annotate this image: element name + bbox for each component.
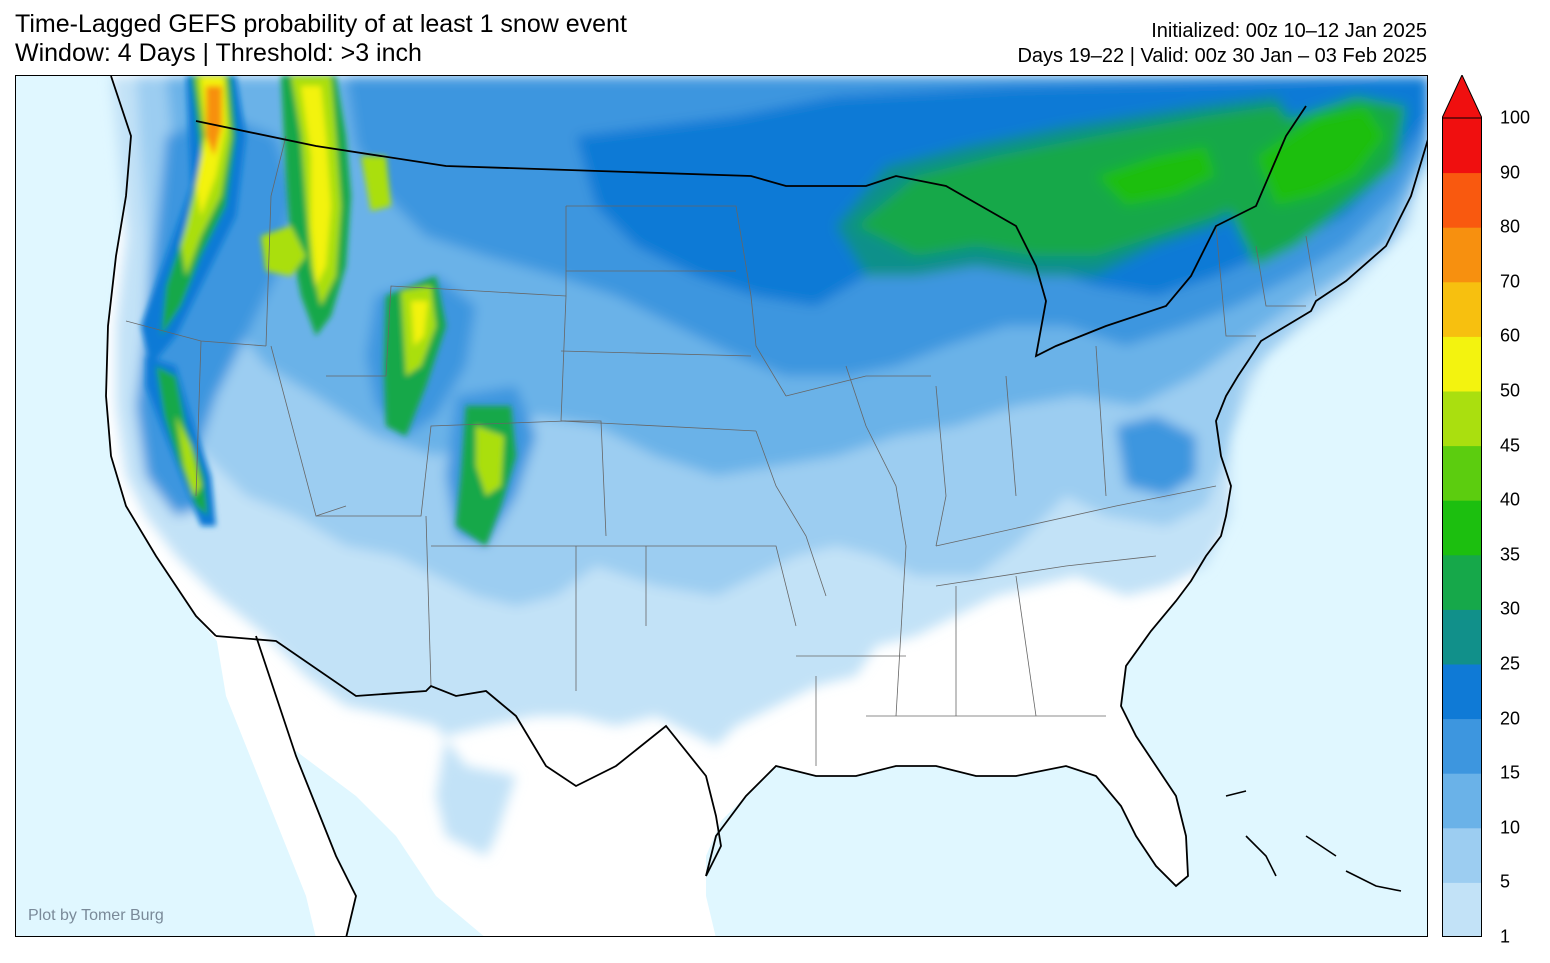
colorbar-tick-label: 25 [1500,653,1521,674]
colorbar-tick-label: 80 [1500,216,1521,237]
colorbar-tick-label: 5 [1500,871,1511,892]
colorbar-segment [1442,172,1482,228]
title-line-1: Time-Lagged GEFS probability of at least… [15,10,627,38]
colorbar-tick-label: 40 [1500,489,1521,510]
colorbar-tick-label: 10 [1500,817,1521,838]
colorbar-tick-label: 70 [1500,271,1521,292]
plot-credit: Plot by Tomer Burg [28,907,164,924]
colorbar-tick-label: 60 [1500,325,1521,346]
colorbar-segment [1442,281,1482,337]
baja-california [216,636,356,936]
initialized-label: Initialized: 00z 10–12 Jan 2025 [1151,20,1427,42]
colorbar-tick-label: 45 [1500,435,1521,456]
colorbar-segment [1442,554,1482,610]
run-info: Initialized: 00z 10–12 Jan 2025 Days 19–… [1017,19,1427,69]
colorbar-tick-label: 30 [1500,598,1521,619]
colorbar [1442,75,1482,937]
colorbar-tick-label: 15 [1500,762,1521,783]
title-line-2: Window: 4 Days | Threshold: >3 inch [15,39,422,67]
colorbar-tick-label: 50 [1500,380,1521,401]
colorbar-segment [1442,827,1482,883]
map-panel [15,75,1428,937]
valid-label: Days 19–22 | Valid: 00z 30 Jan – 03 Feb … [1017,45,1427,67]
colorbar-tick-label: 1 [1500,926,1511,947]
colorbar-segment [1442,391,1482,447]
colorbar-segment [1442,118,1482,174]
colorbar-tick-label: 20 [1500,708,1521,729]
colorbar-segment [1442,609,1482,665]
colorbar-tick-label: 35 [1500,544,1521,565]
colorbar-segment [1442,500,1482,556]
colorbar-segment [1442,718,1482,774]
colorbar-segment [1442,664,1482,720]
colorbar-outline [1442,117,1482,937]
colorbar-tick-label: 100 [1500,107,1531,128]
national-borders [105,76,1427,936]
colorbar-tick-label: 90 [1500,162,1521,183]
colorbar-segment [1442,227,1482,283]
chart-title: Time-Lagged GEFS probability of at least… [15,10,627,68]
colorbar-segment [1442,336,1482,392]
colorbar-segment [1442,882,1482,937]
colorbar-extend-arrow [1442,75,1482,119]
colorbar-segment [1442,445,1482,501]
caribbean-islands [1225,790,1402,892]
colorbar-segment [1442,773,1482,829]
probability-map [16,76,1427,936]
state-borders [125,135,1317,766]
